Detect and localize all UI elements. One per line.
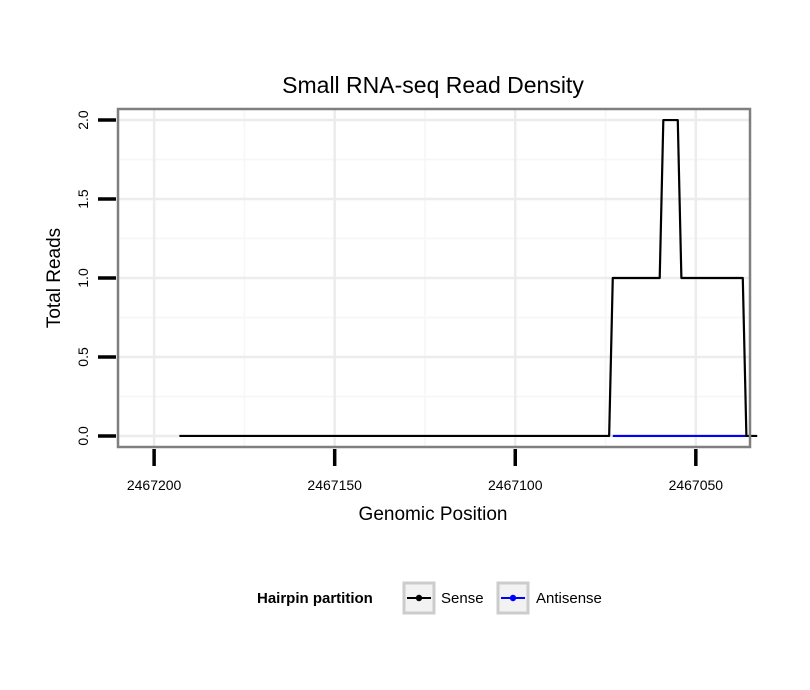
y-tick-label-4: 2.0 bbox=[75, 110, 91, 130]
x-axis-label: Genomic Position bbox=[359, 504, 508, 525]
plot-border bbox=[116, 107, 752, 449]
legend: Hairpin partition Sense Antisense bbox=[257, 581, 602, 615]
x-axis: 2467200 2467150 2467100 2467050 bbox=[127, 449, 723, 493]
series-line-sense bbox=[179, 118, 758, 438]
legend-marker-antisense bbox=[509, 594, 517, 602]
x-tick-label-1: 2467150 bbox=[307, 477, 362, 493]
legend-label-sense: Sense bbox=[441, 590, 484, 607]
y-axis: 0.0 0.5 1.0 1.5 2.0 bbox=[75, 110, 116, 446]
x-tick-label-3: 2467050 bbox=[669, 477, 724, 493]
legend-item-antisense: Antisense bbox=[496, 581, 602, 615]
y-tick-label-3: 1.5 bbox=[75, 189, 91, 209]
data-series bbox=[179, 118, 758, 438]
legend-title: Hairpin partition bbox=[257, 590, 373, 607]
legend-label-antisense: Antisense bbox=[536, 590, 602, 607]
y-tick-label-1: 0.5 bbox=[75, 347, 91, 367]
legend-marker-sense bbox=[415, 594, 423, 602]
legend-item-sense: Sense bbox=[402, 581, 484, 615]
y-tick-label-0: 0.0 bbox=[75, 426, 91, 446]
x-tick-label-2: 2467100 bbox=[488, 477, 543, 493]
x-tick-label-0: 2467200 bbox=[127, 477, 182, 493]
y-tick-label-2: 1.0 bbox=[75, 268, 91, 288]
y-axis-label: Total Reads bbox=[44, 228, 65, 328]
chart-title: Small RNA-seq Read Density bbox=[282, 72, 584, 98]
